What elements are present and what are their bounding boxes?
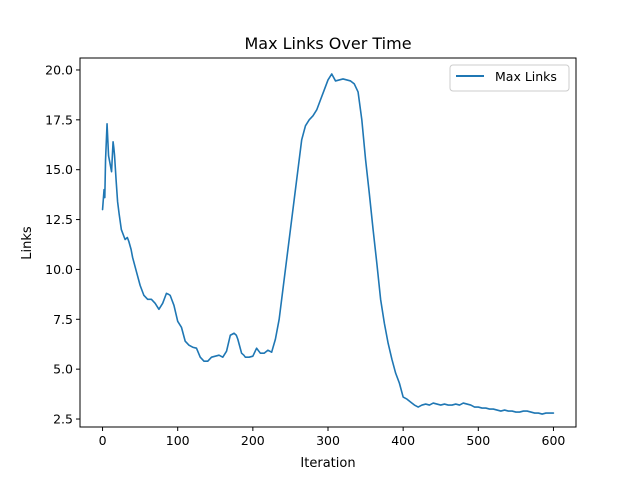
chart-title: Max Links Over Time [244,34,411,53]
y-tick-label: 7.5 [53,312,73,327]
x-tick-label: 300 [316,433,340,448]
y-tick-label: 12.5 [45,212,73,227]
x-axis: 0 100 200 300 400 500 600 [99,427,566,448]
legend: Max Links [449,64,570,92]
y-tick-label: 10.0 [45,262,73,277]
y-axis-label: Links [20,226,35,260]
x-tick-label: 200 [241,433,265,448]
x-tick-label: 600 [542,433,566,448]
plot-area [101,73,555,415]
x-axis-label: Iteration [300,456,355,471]
legend-box [449,64,570,92]
y-tick-label: 2.5 [53,412,73,427]
x-tick-label: 500 [466,433,490,448]
legend-label: Max Links [495,69,557,84]
x-tick-label: 100 [166,433,190,448]
x-tick-label: 0 [99,433,107,448]
y-tick-label: 20.0 [45,62,73,77]
y-tick-label: 17.5 [45,112,73,127]
y-tick-label: 15.0 [45,162,73,177]
y-tick-label: 5.0 [53,362,73,377]
y-axis: 2.5 5.0 7.5 10.0 12.5 15.0 17.5 20.0 [45,62,80,427]
series-line-max-links [101,73,555,415]
x-tick-label: 400 [391,433,415,448]
